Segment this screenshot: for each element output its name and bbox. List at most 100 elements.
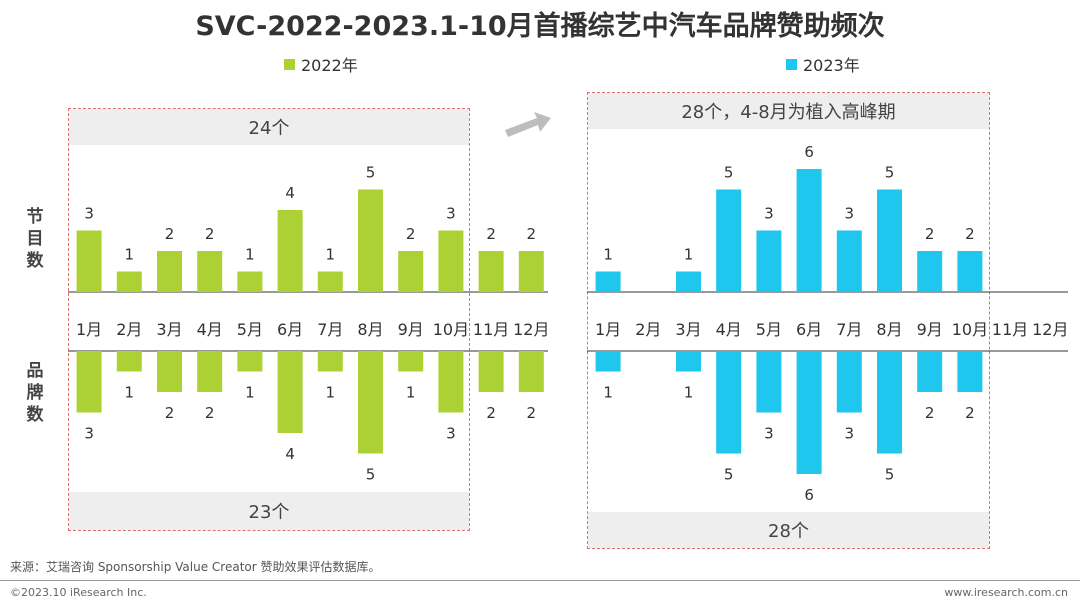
program-value-2022-8: 5 bbox=[366, 164, 376, 182]
program-bar-2023-8 bbox=[877, 189, 902, 292]
month-label-2023-7: 7月 bbox=[836, 320, 862, 339]
brand-bar-2023-5 bbox=[756, 351, 782, 413]
brand-value-2023-5: 3 bbox=[764, 425, 774, 443]
brand-value-2022-5: 1 bbox=[245, 384, 255, 402]
brand-bar-2023-6 bbox=[796, 351, 822, 474]
program-value-2023-3: 1 bbox=[684, 246, 694, 264]
brand-value-2023-9: 2 bbox=[925, 404, 935, 422]
month-label-2023-11: 11月 bbox=[992, 320, 1028, 339]
month-label-2023-10: 10月 bbox=[952, 320, 988, 339]
program-value-2023-10: 2 bbox=[965, 225, 975, 243]
brand-value-2022-9: 1 bbox=[406, 384, 416, 402]
brand-value-2022-1: 3 bbox=[84, 425, 94, 443]
month-label-2022-3: 3月 bbox=[156, 320, 182, 339]
program-value-2023-8: 5 bbox=[885, 164, 895, 182]
month-label-2023-5: 5月 bbox=[756, 320, 782, 339]
panel-2023-bottom-note: 28个 bbox=[588, 512, 989, 548]
month-label-2022-8: 8月 bbox=[357, 320, 383, 339]
legend-2023: 2023年 bbox=[786, 52, 860, 76]
program-bar-2023-9 bbox=[917, 251, 943, 292]
panel-2022-frame bbox=[68, 108, 470, 531]
brand-bar-2022-11 bbox=[478, 351, 504, 392]
program-value-2023-5: 3 bbox=[764, 205, 774, 223]
brand-bar-2023-8 bbox=[877, 351, 902, 454]
brand-value-2023-7: 3 bbox=[845, 425, 855, 443]
program-value-2023-4: 5 bbox=[724, 164, 734, 182]
program-bar-2023-10 bbox=[957, 251, 983, 292]
month-label-2022-11: 11月 bbox=[473, 320, 509, 339]
month-label-2022-7: 7月 bbox=[317, 320, 343, 339]
month-label-2022-1: 1月 bbox=[76, 320, 102, 339]
arrow-right-icon bbox=[505, 112, 551, 137]
month-label-2023-3: 3月 bbox=[675, 320, 701, 339]
program-bar-2022-2 bbox=[116, 271, 142, 292]
month-label-2023-4: 4月 bbox=[716, 320, 742, 339]
program-bar-2023-4 bbox=[716, 189, 742, 292]
program-value-2022-1: 3 bbox=[84, 205, 94, 223]
brand-bar-2023-10 bbox=[957, 351, 983, 392]
brand-value-2023-10: 2 bbox=[965, 404, 975, 422]
brand-bar-2022-6 bbox=[277, 351, 303, 433]
source-note: 来源：艾瑞咨询 Sponsorship Value Creator 赞助效果评估… bbox=[10, 560, 381, 574]
chart-title: SVC-2022-2023.1-10月首播综艺中汽车品牌赞助频次 bbox=[195, 11, 885, 42]
program-bar-2022-10 bbox=[438, 230, 464, 292]
program-value-2023-6: 6 bbox=[804, 143, 814, 161]
program-bar-2022-9 bbox=[398, 251, 424, 292]
month-label-2023-6: 6月 bbox=[796, 320, 822, 339]
month-label-2023-12: 12月 bbox=[1032, 320, 1068, 339]
brand-bar-2022-8 bbox=[358, 351, 383, 454]
legend-swatch-2023 bbox=[786, 58, 797, 70]
brand-value-2023-6: 6 bbox=[804, 486, 814, 504]
footer-divider bbox=[0, 580, 1080, 581]
brand-value-2022-7: 1 bbox=[326, 384, 336, 402]
brand-bar-2022-4 bbox=[197, 351, 223, 392]
brand-bar-2022-12 bbox=[518, 351, 544, 392]
panel-2022-top-note: 24个 bbox=[69, 109, 469, 145]
brand-bar-2022-10 bbox=[438, 351, 464, 413]
legend-2022: 2022年 bbox=[284, 52, 358, 76]
legend-label-2023: 2023年 bbox=[803, 56, 860, 75]
brand-value-2022-8: 5 bbox=[366, 466, 376, 484]
brand-bar-2022-7 bbox=[317, 351, 343, 372]
website-url: www.iresearch.com.cn bbox=[944, 586, 1068, 599]
program-bar-2023-3 bbox=[676, 271, 701, 292]
month-label-2022-6: 6月 bbox=[277, 320, 303, 339]
brand-value-2022-10: 3 bbox=[446, 425, 456, 443]
brand-bar-2022-3 bbox=[157, 351, 182, 392]
program-value-2022-5: 1 bbox=[245, 246, 255, 264]
month-label-2023-8: 8月 bbox=[876, 320, 902, 339]
program-bar-2022-11 bbox=[478, 251, 504, 292]
y-label-programs: 节目数 bbox=[26, 207, 44, 271]
brand-value-2023-3: 1 bbox=[684, 384, 694, 402]
program-bar-2023-6 bbox=[796, 169, 822, 292]
brand-value-2022-12: 2 bbox=[527, 404, 537, 422]
brand-bar-2022-5 bbox=[237, 351, 263, 372]
month-label-2022-12: 12月 bbox=[513, 320, 549, 339]
program-value-2022-9: 2 bbox=[406, 225, 416, 243]
program-bar-2022-6 bbox=[277, 210, 303, 292]
program-value-2022-6: 4 bbox=[285, 184, 295, 202]
program-value-2023-7: 3 bbox=[845, 205, 855, 223]
month-label-2022-2: 2月 bbox=[116, 320, 142, 339]
brand-bar-2023-7 bbox=[836, 351, 862, 413]
brand-value-2023-1: 1 bbox=[603, 384, 613, 402]
brand-bar-2023-1 bbox=[595, 351, 621, 372]
month-label-2023-9: 9月 bbox=[917, 320, 943, 339]
legend-swatch-2022 bbox=[284, 58, 295, 70]
program-value-2022-2: 1 bbox=[125, 246, 135, 264]
month-label-2022-4: 4月 bbox=[197, 320, 223, 339]
month-label-2022-9: 9月 bbox=[398, 320, 424, 339]
program-value-2023-1: 1 bbox=[603, 246, 613, 264]
program-bar-2023-7 bbox=[836, 230, 862, 292]
brand-value-2023-8: 5 bbox=[885, 466, 895, 484]
brand-value-2022-6: 4 bbox=[285, 445, 295, 463]
brand-bar-2022-9 bbox=[398, 351, 424, 372]
panel-2023-frame bbox=[587, 92, 990, 549]
program-bar-2023-5 bbox=[756, 230, 782, 292]
brand-value-2022-4: 2 bbox=[205, 404, 215, 422]
brand-value-2022-3: 2 bbox=[165, 404, 175, 422]
program-value-2022-10: 3 bbox=[446, 205, 456, 223]
program-value-2022-4: 2 bbox=[205, 225, 215, 243]
brand-bar-2022-2 bbox=[116, 351, 142, 372]
